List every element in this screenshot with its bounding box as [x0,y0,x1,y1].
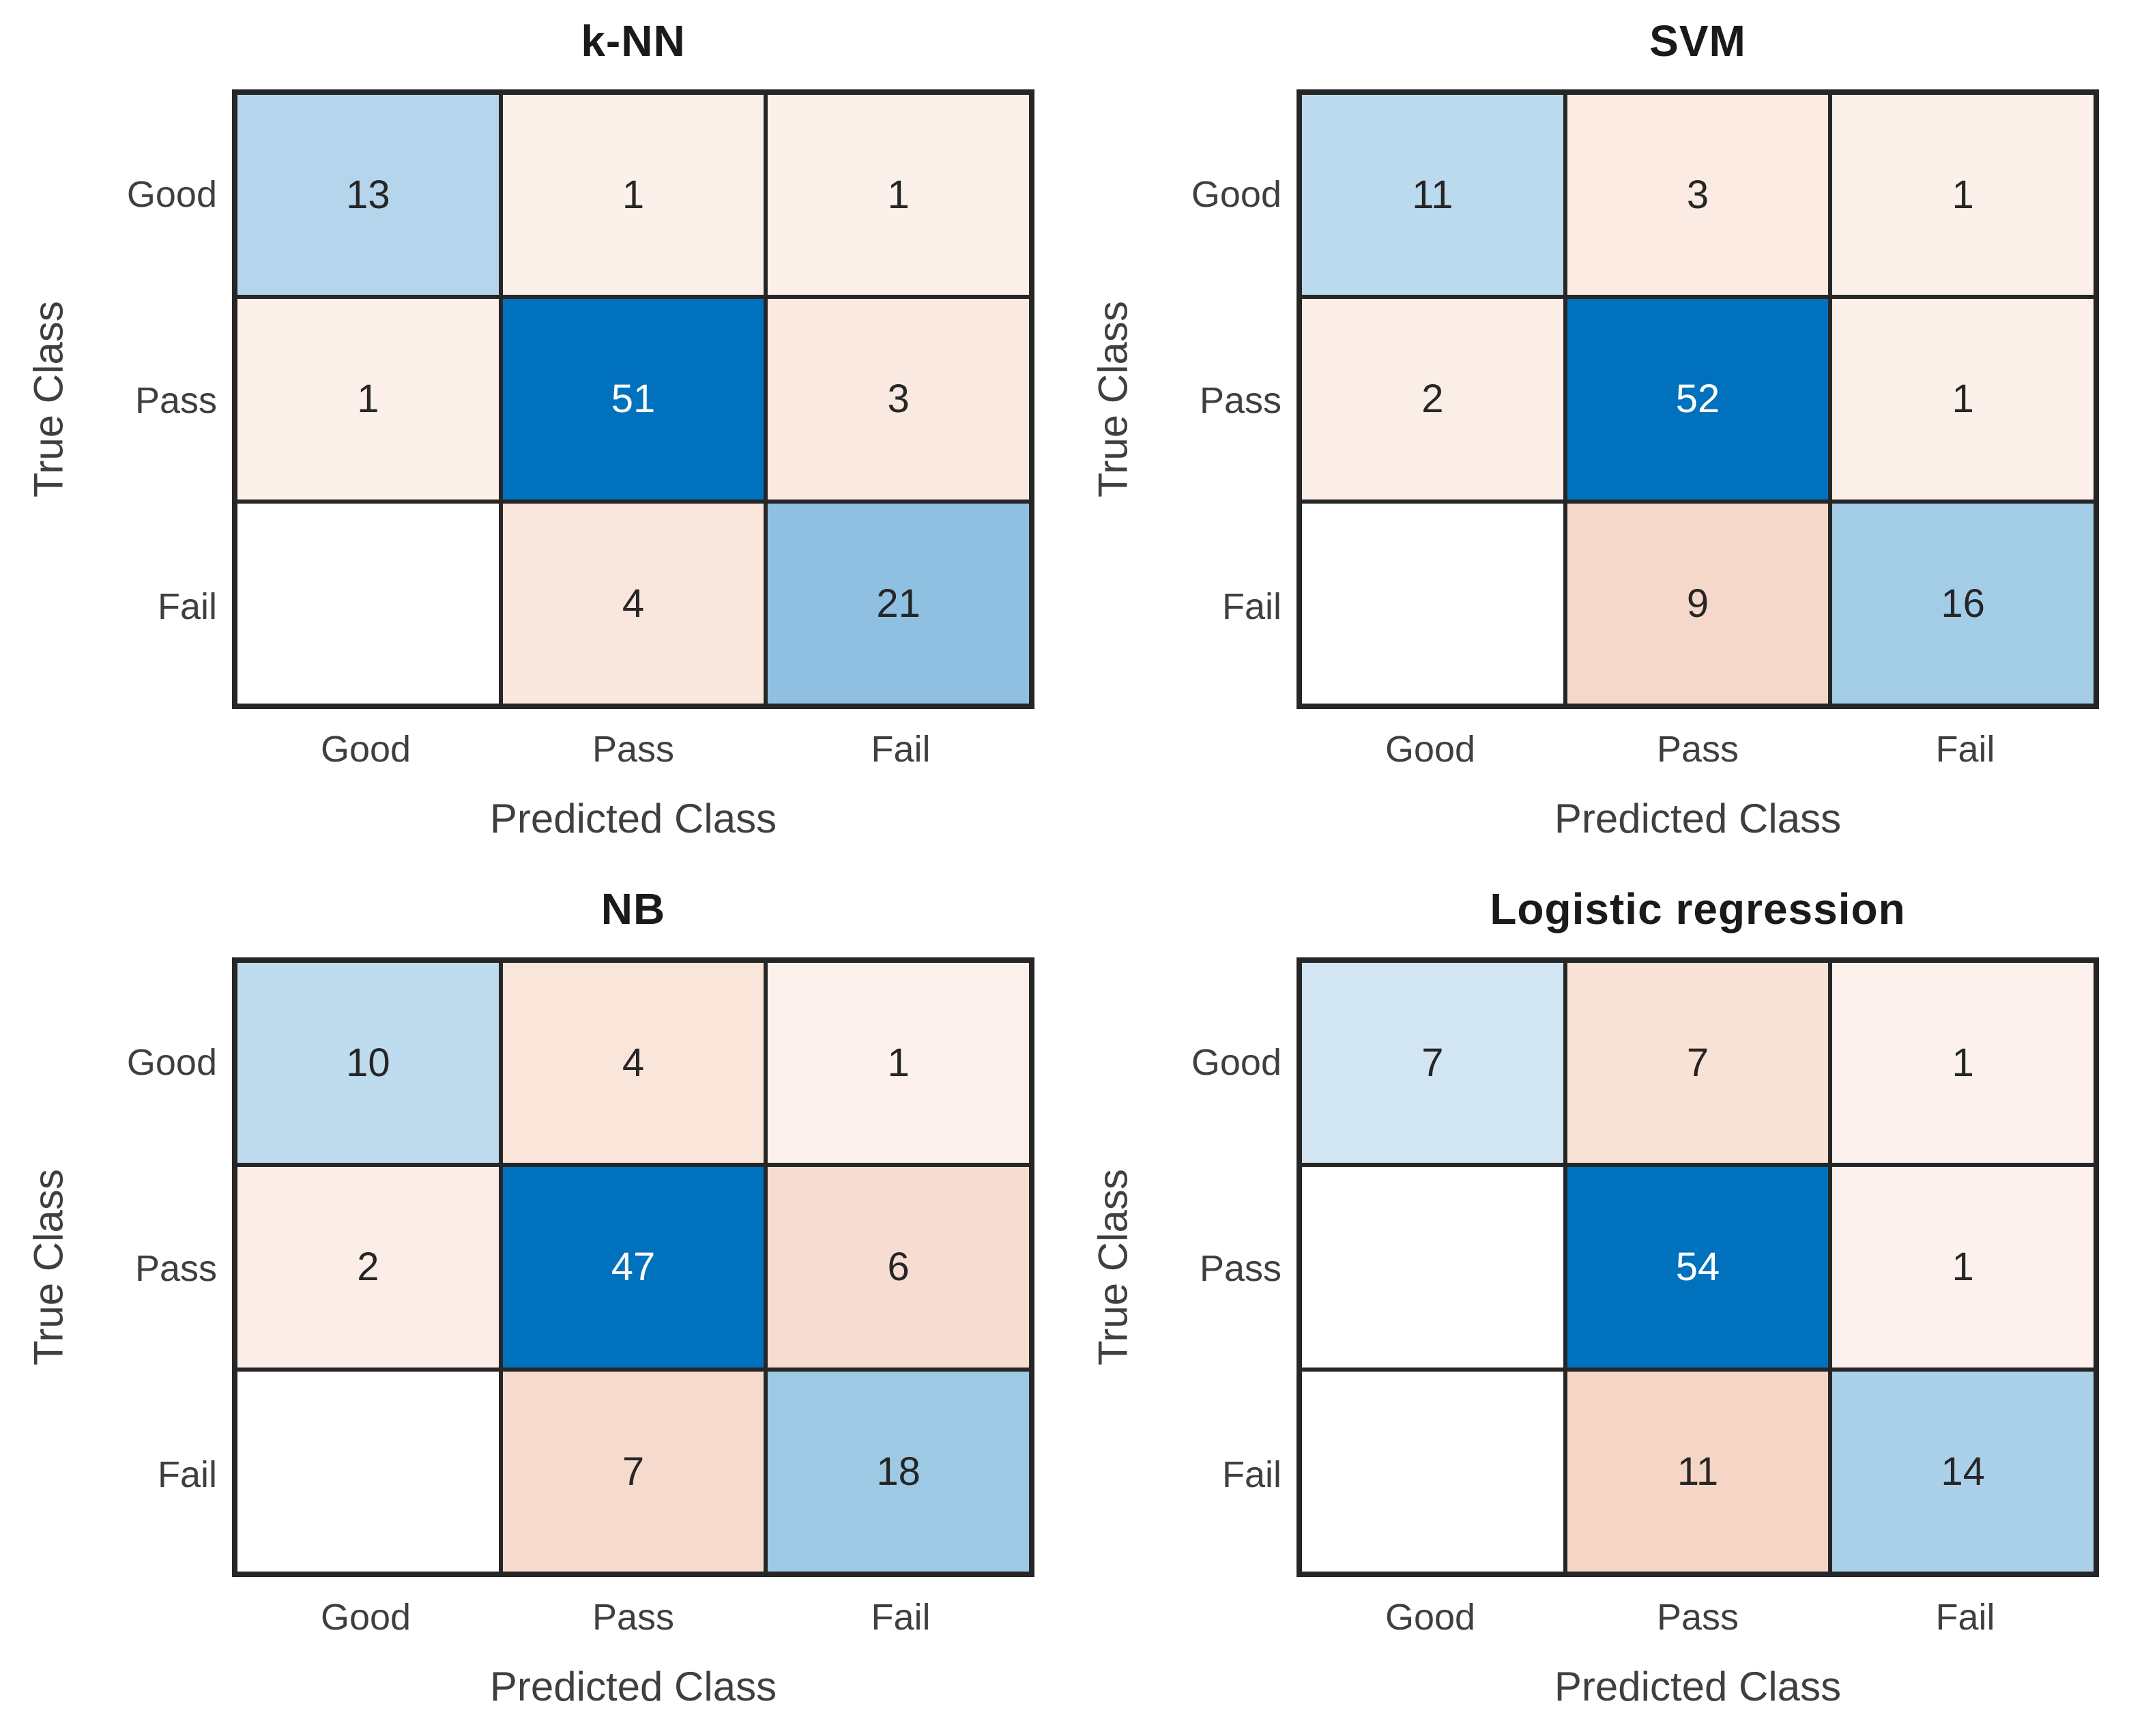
confusion-cell: 51 [502,299,764,500]
confusion-cell: 3 [1567,95,1829,295]
y-tick-label: Good [1191,174,1281,215]
confusion-cell: 2 [237,1167,499,1368]
confusion-cell: 1 [1832,95,2094,295]
y-tick-label: Fail [1221,586,1281,627]
y-tick-label: Good [126,174,217,215]
x-tick-label: Good [1385,729,1476,770]
confusion-grid: 10 4 1 2 47 6 7 18 [232,957,1034,1577]
confusion-cell: 4 [502,963,764,1163]
x-tick-label: Good [320,729,411,770]
confusion-cell: 52 [1567,299,1829,500]
y-tick-label: Good [126,1042,217,1083]
x-tick-label: Fail [1935,1597,1995,1638]
confusion-cell [1302,503,1563,704]
confusion-cell: 13 [237,95,499,295]
x-tick-label: Pass [1656,729,1739,770]
confusion-cell: 21 [768,503,1029,704]
x-tick-label: Pass [1656,1597,1739,1638]
confusion-cell: 18 [768,1371,1029,1572]
subplot-logistic-regression: Logistic regression True Class Good Pass… [1064,868,2129,1736]
y-tick-label: Pass [134,1248,217,1289]
x-tick-label: Fail [871,729,931,770]
confusion-grid: 13 1 1 1 51 3 4 21 [232,89,1034,709]
confusion-cell: 4 [502,503,764,704]
confusion-cell: 14 [1832,1371,2094,1572]
confusion-cell: 2 [1302,299,1563,500]
confusion-cell: 1 [1832,963,2094,1163]
confusion-cell: 11 [1567,1371,1829,1572]
y-tick-label: Good [1191,1042,1281,1083]
y-tick-label: Pass [1199,1248,1281,1289]
confusion-cell: 1 [502,95,764,295]
confusion-cell [1302,1167,1563,1368]
confusion-cell: 1 [768,963,1029,1163]
y-tick-label: Fail [157,586,217,627]
confusion-cell: 1 [768,95,1029,295]
y-tick-label: Pass [1199,380,1281,421]
confusion-cell: 11 [1302,95,1563,295]
confusion-cell: 1 [1832,1167,2094,1368]
x-axis-label: Predicted Class [489,1664,777,1709]
x-tick-label: Good [1385,1597,1476,1638]
x-axis-label: Predicted Class [1554,796,1842,841]
y-tick-label: Fail [1221,1454,1281,1495]
x-tick-label: Fail [1935,729,1995,770]
x-tick-label: Good [320,1597,411,1638]
x-tick-label: Fail [871,1597,931,1638]
confusion-cell: 1 [237,299,499,500]
plot-title: k-NN [581,16,686,66]
x-axis-label: Predicted Class [489,796,777,841]
plot-title: Logistic regression [1490,884,1906,934]
confusion-grid: 11 3 1 2 52 1 9 16 [1297,89,2099,709]
confusion-cell: 54 [1567,1167,1829,1368]
subplot-nb: NB True Class Good Pass Fail 10 4 1 2 47… [0,868,1064,1736]
y-tick-label: Fail [157,1454,217,1495]
plot-title: NB [600,884,666,934]
confusion-cell [237,1371,499,1572]
confusion-cell: 7 [502,1371,764,1572]
confusion-cell: 7 [1302,963,1563,1163]
y-tick-label: Pass [134,380,217,421]
confusion-cell: 1 [1832,299,2094,500]
x-tick-label: Pass [592,729,675,770]
subplot-knn: k-NN True Class Good Pass Fail 13 1 1 1 … [0,0,1064,868]
confusion-cell: 6 [768,1167,1029,1368]
confusion-cell: 47 [502,1167,764,1368]
x-axis-label: Predicted Class [1554,1664,1842,1709]
confusion-cell: 9 [1567,503,1829,704]
plot-title: SVM [1649,16,1746,66]
subplot-svm: SVM True Class Good Pass Fail 11 3 1 2 5… [1064,0,2129,868]
confusion-grid: 7 7 1 54 1 11 14 [1297,957,2099,1577]
confusion-cell [1302,1371,1563,1572]
confusion-cell: 16 [1832,503,2094,704]
x-tick-label: Pass [592,1597,675,1638]
confusion-cell: 10 [237,963,499,1163]
confusion-cell: 7 [1567,963,1829,1163]
confusion-cell: 3 [768,299,1029,500]
confusion-cell [237,503,499,704]
